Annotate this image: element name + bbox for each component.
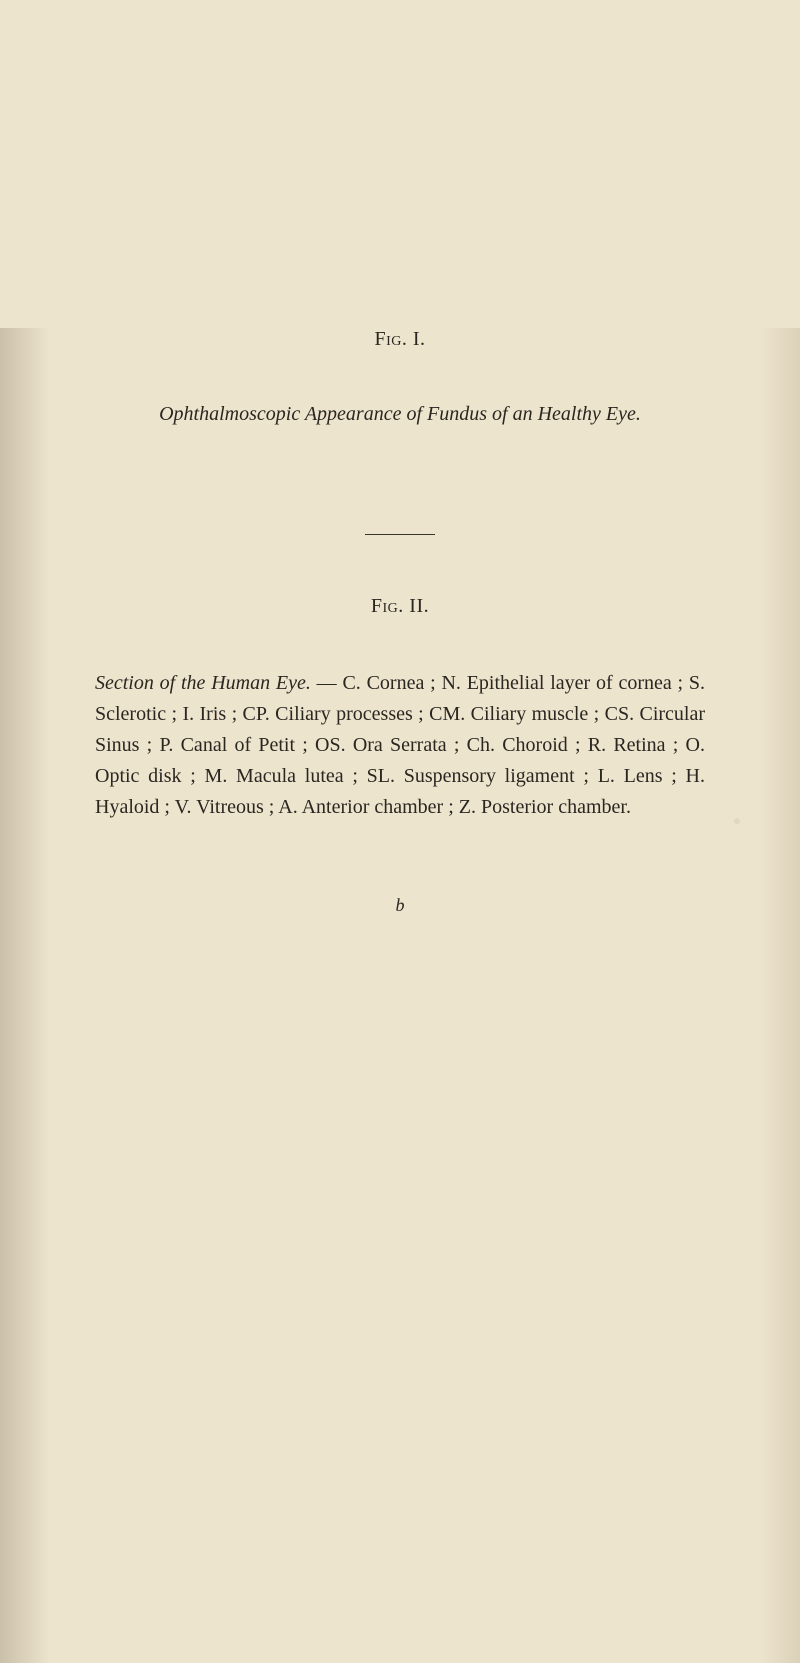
page-signature-letter: b xyxy=(95,895,705,916)
page-shadow-right xyxy=(760,328,800,1663)
figure-2-label: Fig. II. xyxy=(95,595,705,618)
figure-1-caption: Ophthalmoscopic Appearance of Fundus of … xyxy=(95,403,705,426)
figure-1-label: Fig. I. xyxy=(95,328,705,351)
document-page: Fig. I. Ophthalmoscopic Appearance of Fu… xyxy=(0,328,800,1663)
figure-2-title: Section of the Human Eye. xyxy=(95,672,311,694)
paper-spot xyxy=(734,818,740,824)
figure-2-body: Section of the Human Eye. — C. Cornea ; … xyxy=(95,668,705,823)
section-separator xyxy=(365,534,435,535)
page-shadow-left xyxy=(0,328,50,1663)
